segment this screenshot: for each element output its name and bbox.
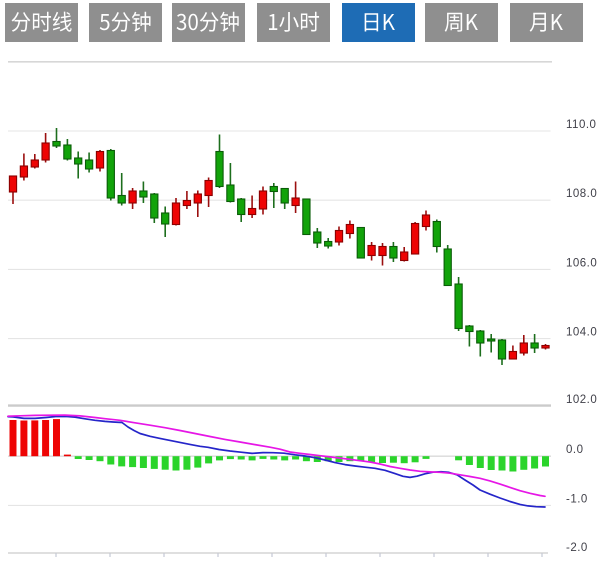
svg-text:102.0: 102.0 <box>566 394 597 406</box>
svg-text:104.0: 104.0 <box>566 327 597 339</box>
svg-text:106.0: 106.0 <box>566 257 597 269</box>
svg-text:-1.0: -1.0 <box>566 493 588 505</box>
svg-text:-2.0: -2.0 <box>566 542 588 554</box>
svg-text:110.0: 110.0 <box>566 119 596 131</box>
svg-text:0.0: 0.0 <box>566 444 584 456</box>
svg-text:108.0: 108.0 <box>566 188 597 200</box>
